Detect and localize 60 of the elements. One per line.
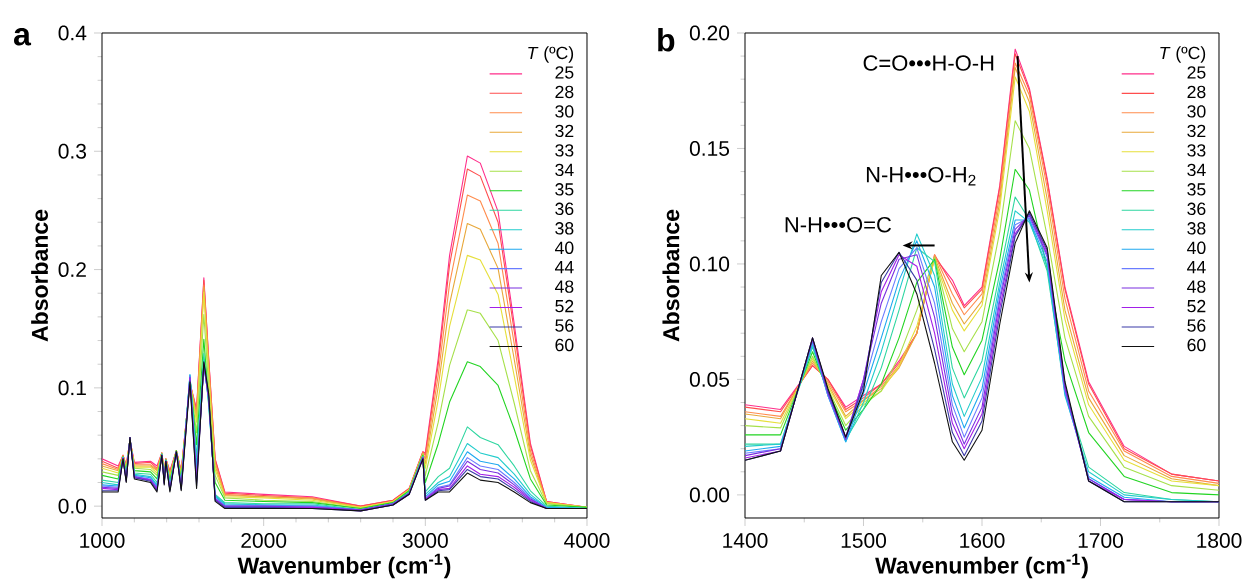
legend-label: 32	[555, 124, 574, 138]
y-tick-label: 0.0	[58, 498, 87, 514]
x-tick-label: 1800	[1197, 533, 1242, 548]
y-tick-label: 0.3	[58, 143, 87, 159]
x-axis-title: Wavenumber (cm$^{-1}$)	[237, 553, 451, 579]
legend-label: 38	[1187, 222, 1206, 235]
chart-title: b	[658, 28, 675, 52]
legend-label: 36	[555, 202, 574, 216]
annotation: N-H•••O=C	[785, 216, 892, 233]
legend-label: 44	[555, 261, 574, 274]
x-tick-label: 2000	[241, 533, 287, 548]
x-axis-title: Wavenumber (cm$^{-1}$)	[875, 553, 1088, 579]
y-tick-label: 0.20	[689, 25, 730, 41]
legend-label: 34	[555, 163, 574, 177]
legend-label: 56	[1187, 319, 1206, 332]
legend-label: 56	[555, 319, 574, 332]
x-tick-label: 1000	[80, 533, 125, 548]
x-tick-label: 1600	[960, 533, 1005, 548]
legend-label: 25	[1187, 66, 1206, 79]
x-tick-label: 4000	[564, 533, 610, 548]
legend-title: T (ºC)	[528, 46, 574, 63]
legend-label: 35	[555, 183, 574, 196]
legend-label: 60	[555, 338, 574, 352]
legend-label: 35	[1187, 183, 1206, 196]
legend-label: 32	[1187, 124, 1206, 138]
legend-label: 48	[1187, 280, 1206, 293]
legend-label: 44	[1187, 261, 1206, 274]
legend-label: 34	[1187, 163, 1206, 177]
annotation: C=O•••H-O-H	[863, 55, 994, 71]
y-tick-label: 0.2	[58, 262, 86, 278]
y-tick-label: 0.1	[58, 380, 86, 396]
legend-label: 36	[1187, 202, 1206, 216]
chart-title: a	[14, 28, 32, 46]
x-tick-label: 1400	[723, 533, 768, 548]
legend-label: 40	[555, 241, 574, 255]
legend-label: 33	[1187, 144, 1206, 157]
legend-label: 30	[1187, 105, 1206, 118]
y-axis-title: Absorbance	[662, 209, 680, 342]
y-tick-label: 0.00	[689, 487, 730, 503]
legend-label: 52	[1187, 299, 1206, 313]
legend-label: 30	[555, 105, 574, 118]
legend-label: 40	[1187, 241, 1206, 255]
legend-label: 25	[555, 66, 574, 79]
legend-label: 60	[1187, 338, 1206, 352]
legend-label: 48	[555, 280, 574, 293]
legend-label: 38	[555, 222, 574, 235]
y-tick-label: 0.10	[689, 256, 730, 272]
x-tick-label: 3000	[402, 533, 448, 548]
x-tick-label: 1500	[841, 533, 887, 548]
annotation: N-H•••O-H$_{2}$	[866, 166, 976, 186]
legend-label: 33	[555, 144, 574, 157]
legend-title: T (ºC)	[1160, 46, 1206, 63]
y-tick-label: 0.15	[689, 141, 730, 156]
legend-label: 52	[555, 299, 574, 313]
x-tick-label: 1700	[1078, 533, 1124, 548]
y-tick-label: 0.05	[689, 372, 730, 387]
y-tick-label: 0.4	[58, 25, 87, 41]
legend-label: 28	[555, 85, 574, 99]
y-axis-title: Absorbance	[31, 209, 49, 342]
legend-label: 28	[1187, 85, 1206, 99]
